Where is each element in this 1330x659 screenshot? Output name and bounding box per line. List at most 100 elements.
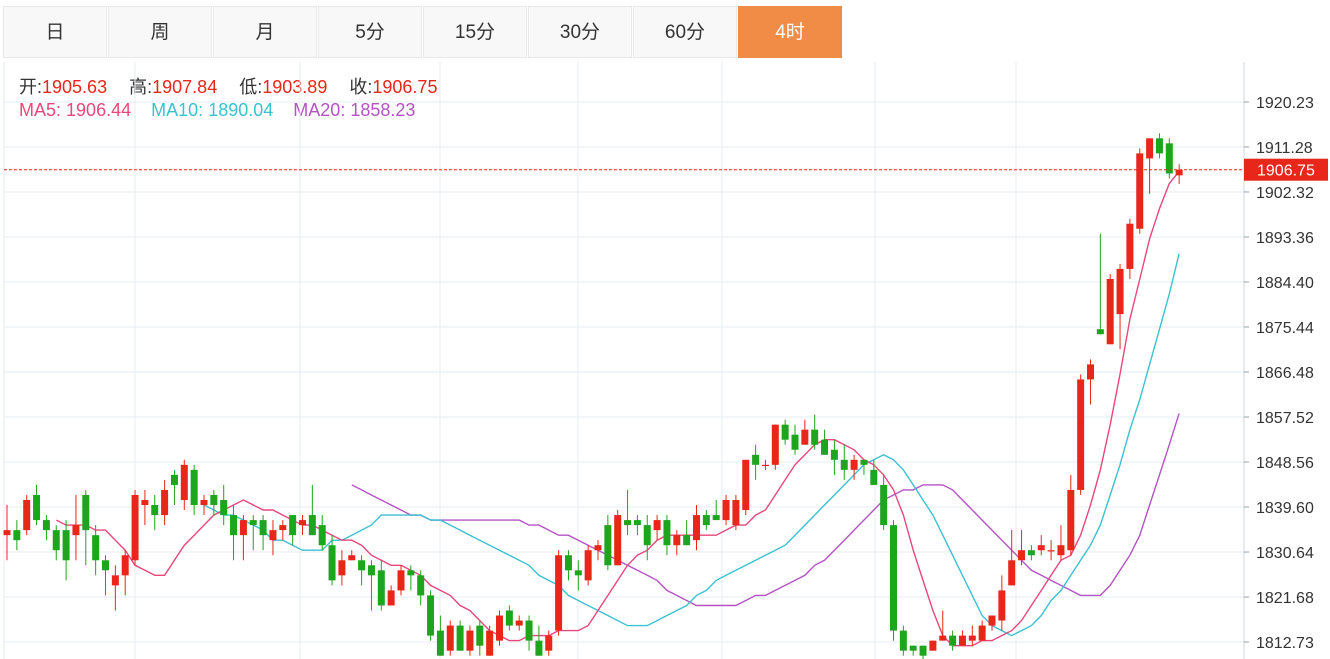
candle-body <box>1008 560 1016 586</box>
candle <box>3 505 11 561</box>
candle <box>742 459 750 516</box>
candle <box>1087 359 1094 405</box>
candle <box>367 560 375 611</box>
candle-body <box>72 525 80 536</box>
candle <box>791 424 799 455</box>
candle-body <box>722 499 730 521</box>
y-tick-label: 1821.68 <box>1256 590 1314 607</box>
candle <box>161 479 169 526</box>
candle <box>1136 148 1144 234</box>
tab-7[interactable]: 60分 <box>633 6 737 58</box>
candle-body <box>456 625 464 651</box>
candle <box>72 494 80 561</box>
candle-body <box>564 555 572 571</box>
candle <box>988 615 996 631</box>
candle <box>949 630 957 651</box>
candle <box>121 550 129 596</box>
candle <box>220 484 228 526</box>
candle <box>673 530 681 556</box>
candle-body <box>1126 223 1134 269</box>
candle-body <box>377 570 385 606</box>
candle-body <box>1106 278 1114 345</box>
candle <box>811 414 819 450</box>
candle <box>968 625 976 646</box>
tab-1[interactable]: 日 <box>3 6 107 58</box>
candle <box>525 615 533 651</box>
ma5-line <box>55 170 1180 647</box>
candle-body <box>811 429 819 445</box>
candle-body <box>761 464 769 467</box>
candle <box>52 525 60 561</box>
ma5-value: 1906.44 <box>66 100 132 120</box>
candle <box>358 555 366 586</box>
candle <box>958 630 966 646</box>
candle-body <box>200 499 208 506</box>
candle-body <box>111 575 119 586</box>
tab-2[interactable]: 周 <box>108 6 212 58</box>
candle <box>348 550 356 561</box>
tab-8[interactable]: 4时 <box>738 6 842 58</box>
candle-body <box>1175 169 1183 176</box>
candle-body <box>929 640 937 651</box>
candle <box>456 620 464 651</box>
candle-body <box>771 424 779 465</box>
open-label: 开: <box>19 77 43 97</box>
candle <box>466 625 474 656</box>
ma20-value: 1858.23 <box>350 100 416 120</box>
moving-average-lines <box>55 170 1180 647</box>
candle <box>496 610 503 646</box>
y-tick-label: 1839.60 <box>1256 500 1314 517</box>
candle <box>594 540 602 561</box>
candle <box>643 515 651 561</box>
y-tick-label: 1857.52 <box>1256 410 1314 427</box>
candle-body <box>1136 153 1144 229</box>
candle-body <box>1096 329 1104 335</box>
candle-body <box>673 535 681 546</box>
candle <box>1057 525 1065 561</box>
candle-body <box>604 525 612 566</box>
candle <box>535 625 543 656</box>
ma10-label: MA10: <box>151 100 204 120</box>
candle-body <box>505 610 513 626</box>
candle <box>92 525 100 576</box>
candle-body <box>584 550 592 581</box>
close-value: 1906.75 <box>372 77 438 97</box>
candle-body <box>880 484 888 526</box>
candle <box>624 489 632 536</box>
candle-body <box>781 424 789 440</box>
candle <box>515 615 523 631</box>
candle <box>890 520 897 641</box>
candle <box>180 459 188 511</box>
candle-body <box>712 515 720 521</box>
candle <box>722 494 730 526</box>
candle <box>131 489 139 566</box>
candle-body <box>328 545 336 581</box>
tab-3[interactable]: 月 <box>213 6 317 58</box>
candle-body <box>436 630 444 656</box>
candle-body <box>919 645 927 656</box>
candle <box>1106 273 1114 345</box>
tab-4[interactable]: 5分 <box>318 6 422 58</box>
candle-body <box>121 555 129 576</box>
candle <box>870 459 878 485</box>
candle <box>1096 233 1104 335</box>
tab-5[interactable]: 15分 <box>423 6 527 58</box>
candle-body <box>23 499 31 531</box>
candle-body <box>939 635 947 641</box>
candle-body <box>693 515 700 541</box>
candle <box>299 515 306 536</box>
candle-body <box>1165 143 1173 174</box>
candle <box>555 550 563 636</box>
candle <box>1037 535 1045 556</box>
tab-6[interactable]: 30分 <box>528 6 632 58</box>
candle-body <box>663 520 671 546</box>
candle-body <box>62 530 70 561</box>
candle-body <box>1067 489 1075 551</box>
candle-body <box>732 499 740 526</box>
candle-body <box>151 505 159 516</box>
candle-body <box>968 635 976 641</box>
candle <box>308 484 316 536</box>
candle-body <box>417 575 425 596</box>
candle-body <box>949 635 957 646</box>
